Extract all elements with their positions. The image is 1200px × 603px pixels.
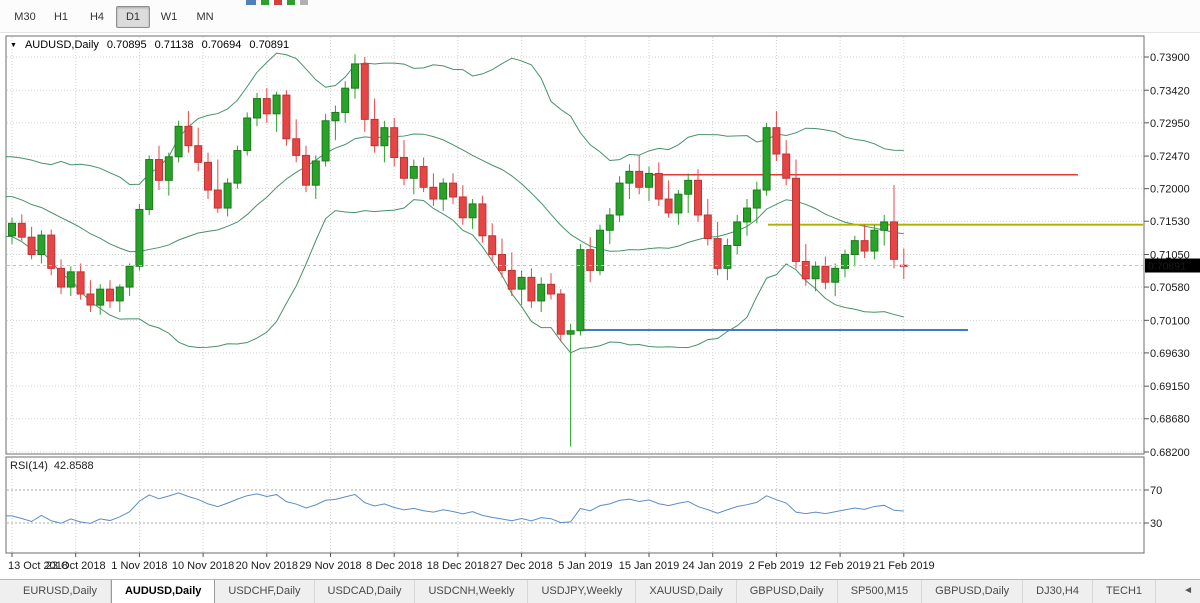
- clipped-toolbar-icon: [300, 0, 308, 5]
- date-tick-label: 13 Oct 2018: [8, 560, 68, 572]
- clipped-toolbar-icon: [246, 0, 256, 5]
- date-tick-label: 1 Nov 2018: [111, 560, 167, 572]
- clipped-candlestick-icon: [261, 0, 269, 5]
- timeframe-button-w1[interactable]: W1: [160, 11, 178, 23]
- date-tick-label: 21 Feb 2019: [873, 560, 935, 572]
- chart-tab-usdcad-daily[interactable]: USDCAD,Daily: [315, 580, 416, 603]
- price-tick-label: 0.71530: [1150, 216, 1190, 228]
- date-tick-label: 15 Jan 2019: [619, 560, 680, 572]
- clipped-toolbar-icons: [246, 0, 313, 6]
- price-tick-label: 0.72000: [1150, 184, 1190, 196]
- rsi-level-label: 70: [1150, 485, 1162, 497]
- rsi-line: [6, 492, 904, 524]
- rsi-value: 42.8588: [53, 460, 94, 472]
- date-tick-label: 5 Jan 2019: [558, 560, 612, 572]
- chart-tab-tech1[interactable]: TECH1: [1093, 580, 1156, 603]
- price-tick-label: 0.70100: [1150, 315, 1190, 327]
- ohlc-close-value: 0.70891: [249, 39, 290, 51]
- date-tick-label: 24 Jan 2019: [682, 560, 743, 572]
- date-tick-label: 20 Nov 2018: [236, 560, 298, 572]
- price-tick-label: 0.68200: [1150, 447, 1190, 459]
- clipped-candlestick-icon: [274, 0, 282, 5]
- timeframe-button-m30[interactable]: M30: [14, 11, 36, 23]
- top-toolbar: M30 H1 H4 D1 W1 MN: [0, 0, 1200, 33]
- price-tick-label: 0.72470: [1150, 151, 1190, 163]
- ohlc-open-value: 0.70895: [106, 39, 147, 51]
- date-tick-label: 2 Feb 2019: [749, 560, 805, 572]
- chart-title: ▼ AUDUSD,Daily 0.70895 0.71138 0.70694 0…: [10, 39, 289, 53]
- candlestick-series: [8, 54, 908, 447]
- price-tick-label: 0.73420: [1150, 85, 1190, 97]
- chart-tab-gbpusd-daily[interactable]: GBPUSD,Daily: [737, 580, 838, 603]
- date-tick-label: 10 Nov 2018: [172, 560, 234, 572]
- chart-tab-eurusd-daily[interactable]: EURUSD,Daily: [10, 580, 111, 603]
- current-price-badge: [1145, 258, 1200, 273]
- chart-symbol-label: AUDUSD,Daily: [24, 39, 99, 51]
- timeframe-button-h4[interactable]: H4: [89, 11, 105, 23]
- trendlines[interactable]: [578, 174, 1143, 332]
- current-price-badge-text: 0.70891: [1148, 261, 1186, 273]
- ohlc-high-value: 0.71138: [154, 39, 194, 51]
- date-tick-label: 12 Feb 2019: [809, 560, 871, 572]
- date-tick-label: 23 Oct 2018: [46, 560, 106, 572]
- price-tick-label: 0.73900: [1150, 52, 1190, 64]
- chart-tab-audusd-daily[interactable]: AUDUSD,Daily: [110, 580, 216, 603]
- timeframe-button-mn[interactable]: MN: [196, 11, 214, 23]
- ohlc-low-value: 0.70694: [201, 39, 242, 51]
- rsi-plot-area[interactable]: [5, 456, 1145, 554]
- main-plot-area[interactable]: [5, 35, 1145, 455]
- chart-tab-usdcnh-weekly[interactable]: USDCNH,Weekly: [415, 580, 529, 603]
- chart-tab-gbpusd-daily[interactable]: GBPUSD,Daily: [922, 580, 1024, 603]
- price-tick-label: 0.72950: [1150, 118, 1190, 130]
- chart-tab-sp500-m15[interactable]: SP500,M15: [838, 580, 923, 603]
- price-tick-label: 0.68680: [1150, 414, 1190, 426]
- timeframe-button-d1[interactable]: D1: [116, 6, 150, 28]
- date-tick-label: 27 Dec 2018: [490, 560, 552, 572]
- chart-tab-usdchf-daily[interactable]: USDCHF,Daily: [215, 580, 315, 603]
- price-tick-label: 0.71050: [1150, 249, 1190, 261]
- price-tick-label: 0.70580: [1150, 282, 1190, 294]
- rsi-name: RSI(14): [10, 460, 48, 472]
- tab-scroll-left-button[interactable]: ◄: [1183, 585, 1193, 596]
- timeframe-button-h1[interactable]: H1: [53, 11, 69, 23]
- timeframe-button-group: M30 H1 H4 D1 W1 MN: [8, 6, 222, 28]
- chart-tab-usdjpy-weekly[interactable]: USDJPY,Weekly: [528, 580, 637, 603]
- date-tick-label: 29 Nov 2018: [299, 560, 361, 572]
- rsi-pane: 70 30: [6, 485, 1162, 530]
- date-tick-label: 18 Dec 2018: [427, 560, 489, 572]
- rsi-indicator-label: RSI(14) 42.8588: [10, 460, 94, 472]
- tabs-strip: EURUSD,Daily AUDUSD,Daily USDCHF,Daily USDC…: [0, 580, 1176, 603]
- chart-tab-xauusd-daily[interactable]: XAUUSD,Daily: [636, 580, 737, 603]
- chart-tab-bar: EURUSD,Daily AUDUSD,Daily USDCHF,Daily USDC…: [0, 579, 1200, 603]
- price-axis[interactable]: 0.73900 0.73420 0.72950 0.72470 0.72000 0.715…: [1144, 52, 1190, 459]
- chart-tab-dj30-h4[interactable]: DJ30,H4: [1023, 580, 1093, 603]
- price-tick-label: 0.69150: [1150, 381, 1190, 393]
- collapse-indicator-icon: ▼: [10, 42, 17, 49]
- rsi-level-label: 30: [1150, 518, 1162, 530]
- price-tick-label: 0.69630: [1150, 348, 1190, 360]
- date-tick-label: 8 Dec 2018: [366, 560, 422, 572]
- clipped-candlestick-icon: [287, 0, 295, 5]
